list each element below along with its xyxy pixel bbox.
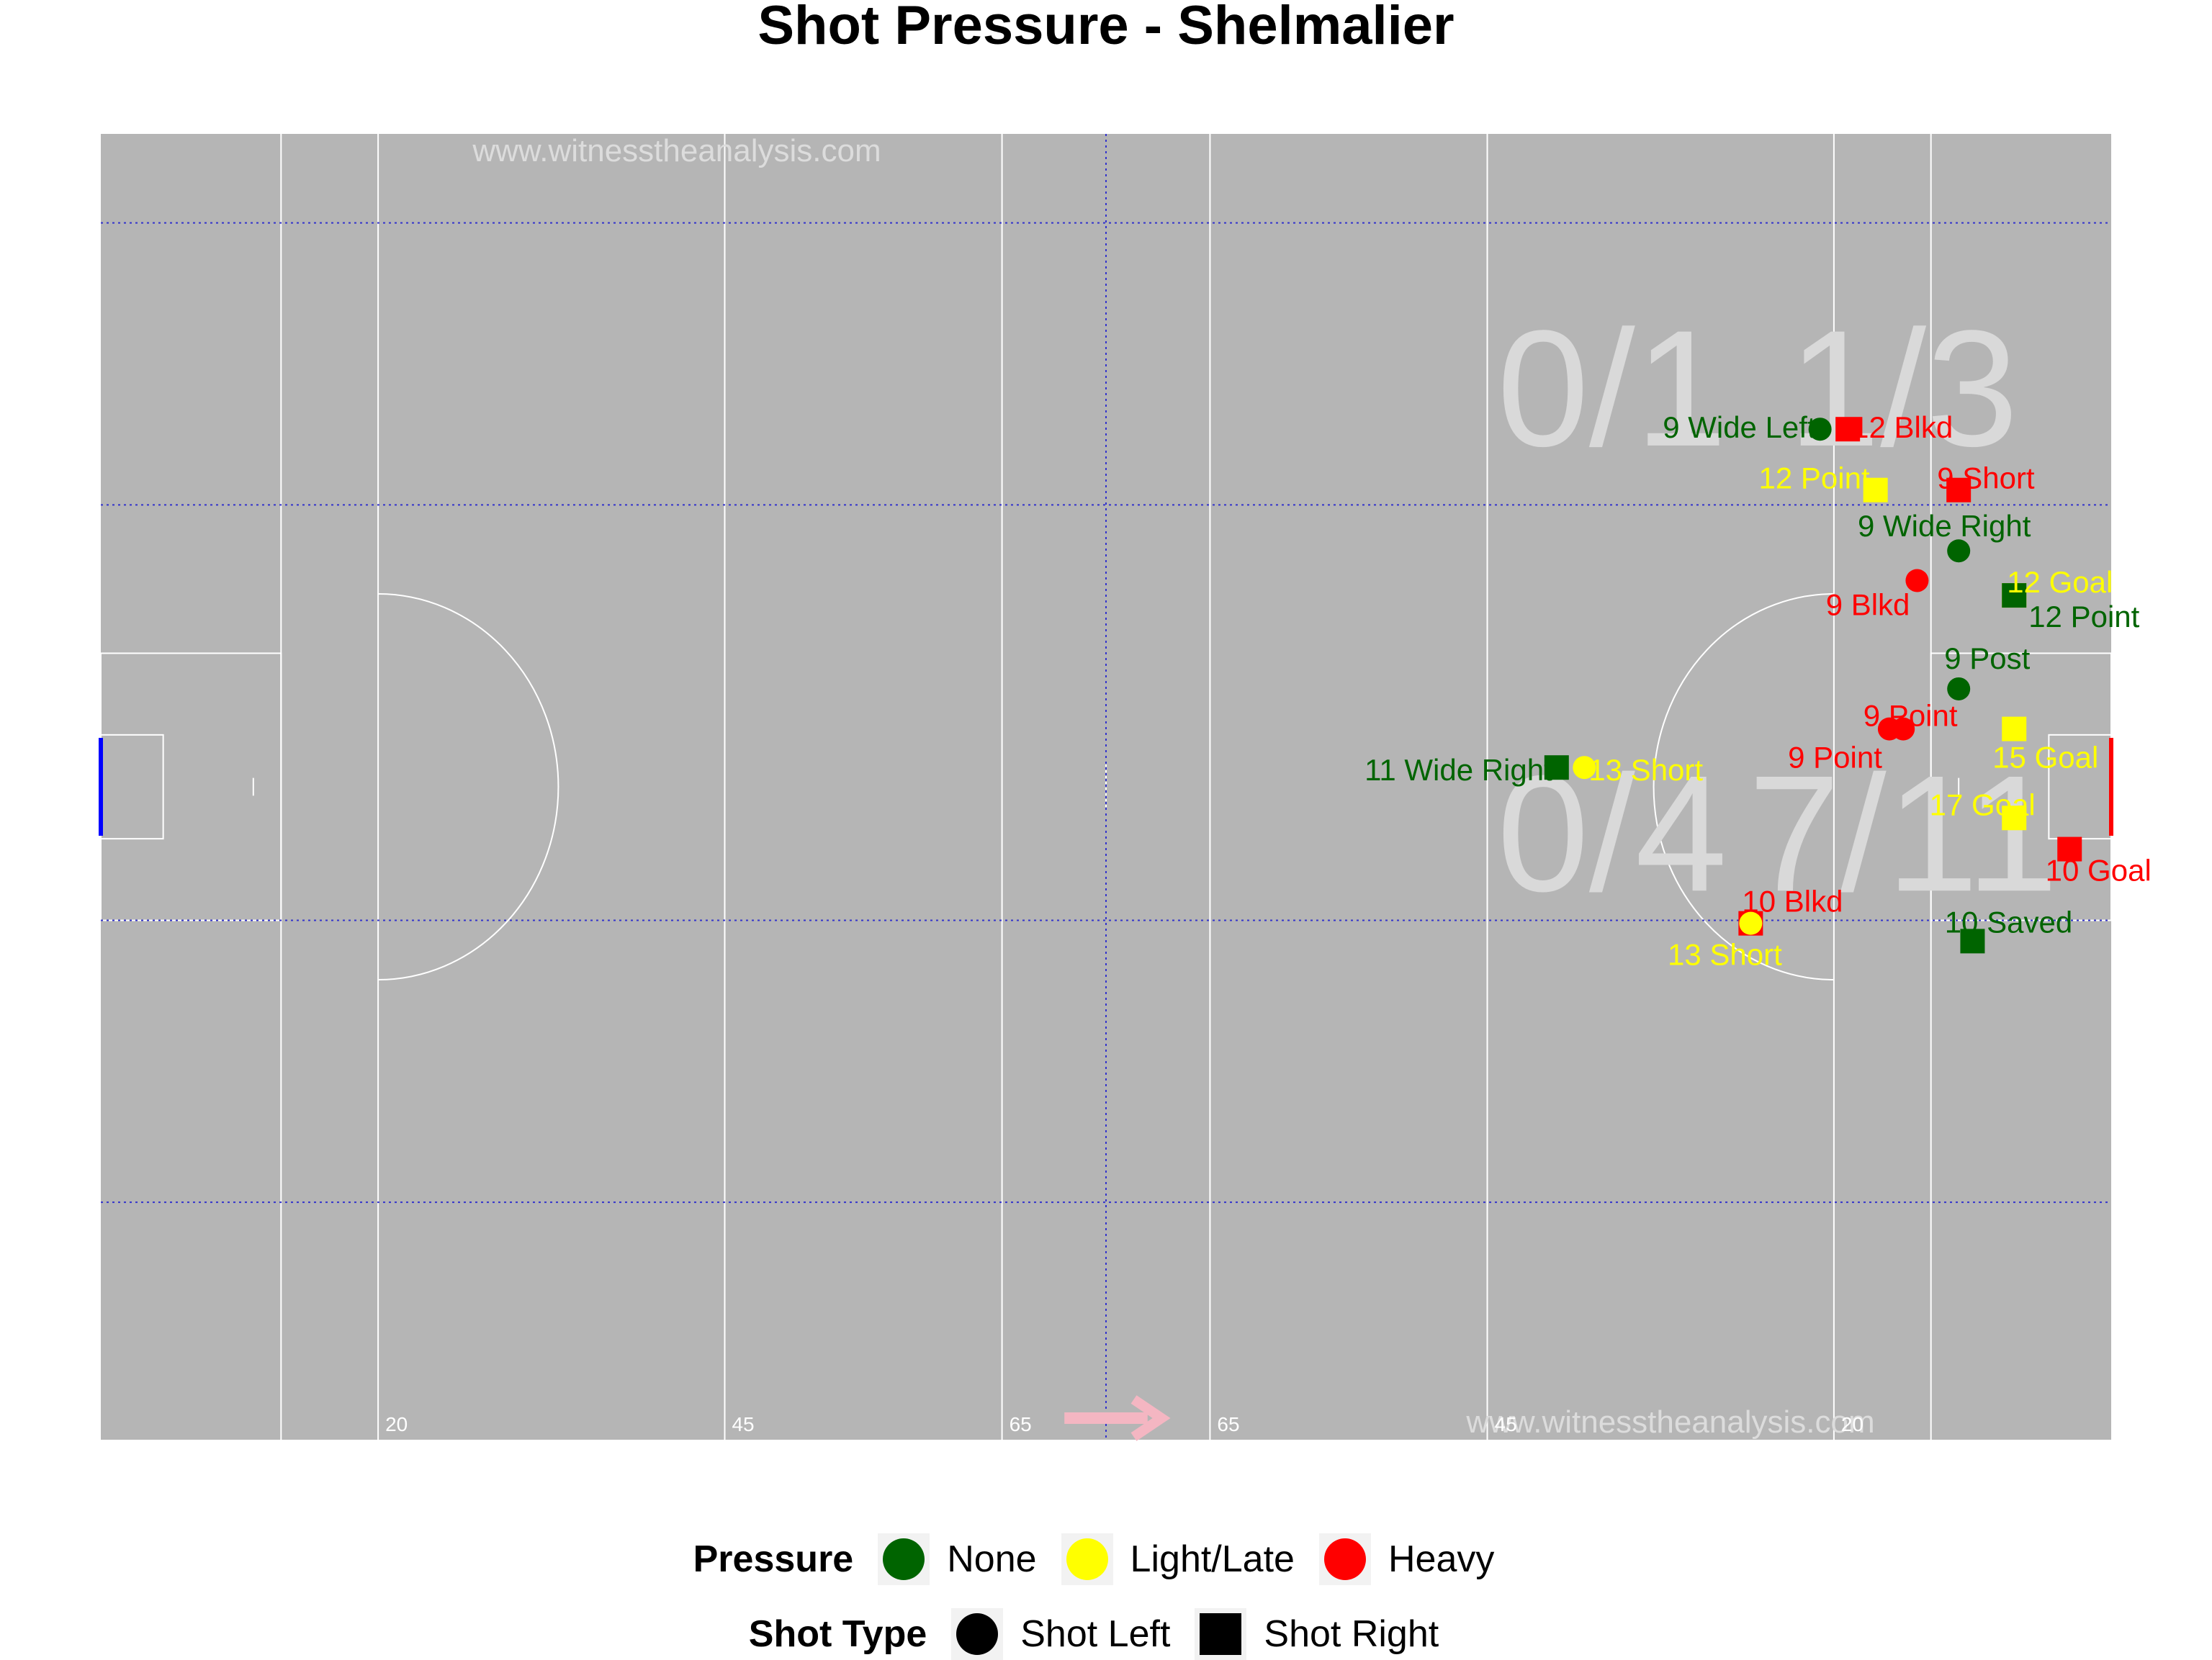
shot-label: 9 Blkd bbox=[1826, 587, 1910, 621]
shot-label: 17 Goal bbox=[1930, 788, 2036, 821]
zone-label: 7/11 bbox=[1748, 741, 2059, 926]
zone-labels: 0/1 1/3 0/4 7/11 bbox=[1497, 296, 2059, 926]
shot-marker-right bbox=[1946, 477, 1972, 502]
square-swatch bbox=[1200, 1613, 1242, 1655]
legend-key-shot-right bbox=[1195, 1608, 1247, 1660]
legend-label-none: None bbox=[947, 1538, 1037, 1580]
legend-label-light: Light/Late bbox=[1130, 1538, 1295, 1580]
legend-key-none bbox=[878, 1533, 930, 1585]
shot-label: 9 Post bbox=[1944, 641, 2030, 675]
legend-key-light bbox=[1061, 1533, 1113, 1585]
shot-marker-right bbox=[1863, 477, 1888, 502]
shot-label: 9 Short bbox=[1937, 461, 2035, 495]
shot-marker-right bbox=[2002, 806, 2027, 831]
shot-marker-left bbox=[1739, 911, 1763, 935]
legend-key-heavy bbox=[1318, 1533, 1371, 1585]
shot-marker-left bbox=[1877, 717, 1901, 741]
shot-label: 10 Saved bbox=[1945, 905, 2072, 939]
distance-label: 65 bbox=[1010, 1413, 1032, 1435]
legend-pressure: Pressure None Light/Late Heavy bbox=[0, 1533, 2212, 1585]
distance-label: 45 bbox=[732, 1413, 754, 1435]
shot-marker-right bbox=[1960, 929, 1985, 954]
arrow-head bbox=[1130, 1395, 1171, 1441]
watermarks: www.witnesstheanalysis.com www.witnessthe… bbox=[472, 133, 1874, 1440]
shot-marker-left bbox=[1905, 569, 1929, 592]
shot-label: 9 Wide Right bbox=[1858, 509, 2031, 543]
shot-label: 13 Short bbox=[1588, 753, 1703, 787]
legend-label-shot-left: Shot Left bbox=[1020, 1613, 1171, 1655]
distance-label: 65 bbox=[1217, 1413, 1239, 1435]
zone-label: 1/3 bbox=[1788, 296, 2018, 481]
shot-marker-right bbox=[1835, 417, 1861, 442]
shot-label: 13 Short bbox=[1668, 938, 1782, 972]
shot-label: 9 Point bbox=[1788, 741, 1882, 775]
legend-label-shot-right: Shot Right bbox=[1264, 1613, 1439, 1655]
shot-marker-left bbox=[1573, 756, 1596, 780]
shot-marker-right bbox=[1544, 755, 1569, 780]
legend-shot-type: Shot Type Shot Left Shot Right bbox=[0, 1608, 2212, 1660]
distance-labels: 20 45 65 65 45 20 bbox=[385, 1413, 1863, 1435]
shot-label: 12 Point bbox=[2028, 600, 2139, 633]
shot-label: 12 Goal bbox=[2007, 565, 2113, 599]
shot-marker-left bbox=[1947, 677, 1971, 700]
heavy-swatch bbox=[1323, 1538, 1366, 1580]
shot-marker-right bbox=[2002, 716, 2027, 741]
legend-label-heavy: Heavy bbox=[1388, 1538, 1495, 1580]
distance-label: 20 bbox=[385, 1413, 408, 1435]
zone-label: 0/4 bbox=[1497, 741, 1727, 926]
shot-label: 12 Blkd bbox=[1852, 410, 1953, 444]
shot-label: 15 Goal bbox=[1992, 741, 2098, 775]
circle-swatch bbox=[956, 1613, 999, 1655]
legend-pressure-title: Pressure bbox=[693, 1538, 854, 1580]
shot-label: 12 Point bbox=[1759, 461, 1870, 495]
guide-lines bbox=[101, 134, 2111, 1440]
shot-label: 10 Blkd bbox=[1742, 885, 1843, 919]
watermark: www.witnesstheanalysis.com bbox=[472, 133, 881, 168]
shot-markers bbox=[1544, 417, 2082, 954]
shot-labels: 9 Wide Left 12 Blkd 12 Point 9 Short 9 Wide … bbox=[1364, 410, 2152, 971]
zone-label: 0/1 bbox=[1497, 296, 1727, 481]
arc-right bbox=[1653, 593, 1834, 980]
shot-marker-right bbox=[2057, 836, 2082, 862]
pitch-lines bbox=[99, 134, 2113, 1440]
direction-arrow bbox=[1064, 1395, 1171, 1441]
shot-label: 9 Wide Left bbox=[1663, 410, 1816, 444]
distance-label: 45 bbox=[1495, 1413, 1517, 1435]
none-swatch bbox=[883, 1538, 925, 1580]
shot-label: 11 Wide Right bbox=[1364, 753, 1552, 787]
legend-shot-type-title: Shot Type bbox=[748, 1613, 927, 1655]
legend-key-shot-left bbox=[951, 1608, 1004, 1660]
arc-left bbox=[378, 593, 559, 980]
distance-label: 20 bbox=[1841, 1413, 1863, 1435]
shot-marker-left bbox=[1947, 539, 1971, 563]
watermark: www.witnesstheanalysis.com bbox=[1465, 1404, 1874, 1440]
light-swatch bbox=[1066, 1538, 1108, 1580]
shot-marker-right bbox=[2002, 583, 2027, 608]
shot-marker-left bbox=[1808, 418, 1832, 441]
shot-label: 10 Goal bbox=[2046, 854, 2152, 888]
shot-label: 9 Point bbox=[1863, 699, 1958, 733]
chart-title: Shot Pressure - Shelmalier bbox=[757, 0, 1455, 56]
